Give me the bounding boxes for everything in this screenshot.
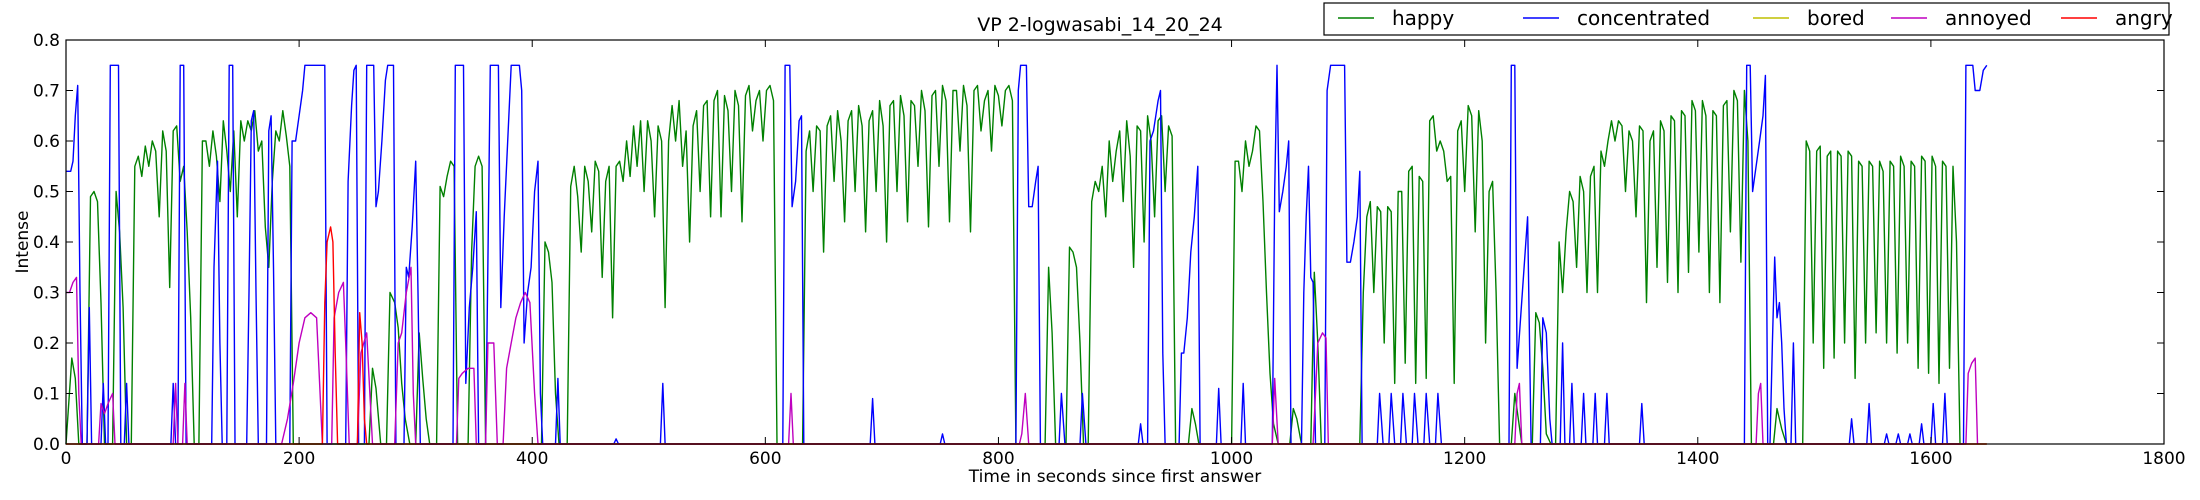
legend-label: bored <box>1807 6 1865 30</box>
legend-item-annoyed: annoyed <box>1891 6 2032 30</box>
legend-box <box>1323 2 2170 36</box>
x-tick-label: 400 <box>516 449 548 469</box>
y-tick-label: 0.6 <box>33 132 60 152</box>
legend: happy concentrated bored annoyed angry <box>1323 2 2173 36</box>
x-tick-label: 200 <box>283 449 315 469</box>
legend-label: concentrated <box>1577 6 1710 30</box>
x-tick-label: 1000 <box>1210 449 1253 469</box>
y-tick-label: 0.8 <box>33 31 60 51</box>
y-tick-label: 0.5 <box>33 183 60 203</box>
series-line-concentrated <box>66 64 1988 445</box>
y-tick-label: 0.1 <box>33 385 60 405</box>
legend-item-concentrated: concentrated <box>1523 6 1710 30</box>
x-tick-label: 1800 <box>2142 449 2185 469</box>
series-line-angry <box>66 226 1987 445</box>
plot-area-frame <box>65 39 2165 445</box>
x-tick-label: 1600 <box>1909 449 1952 469</box>
legend-label: annoyed <box>1945 6 2032 30</box>
legend-label: happy <box>1392 6 1454 30</box>
legend-label: angry <box>2115 6 2173 30</box>
x-tick-label: 0 <box>61 449 72 469</box>
series-lines <box>65 64 1988 445</box>
legend-item-happy: happy <box>1338 6 1454 30</box>
chart-title: VP 2-logwasabi_14_20_24 <box>977 14 1223 36</box>
x-tick-label: 1400 <box>1676 449 1719 469</box>
y-tick-label: 0.3 <box>33 284 60 304</box>
x-axis-label: Time in seconds since first answer <box>968 467 1261 487</box>
y-axis-ticks: 0.0 0.1 0.2 0.3 0.4 0.5 0.6 0.7 0.8 <box>33 31 2164 455</box>
x-tick-label: 1200 <box>1443 449 1486 469</box>
x-tick-label: 800 <box>982 449 1014 469</box>
y-tick-label: 0.0 <box>33 435 60 455</box>
x-axis-ticks: 0 200 400 600 800 1000 1200 1400 1600 1800 <box>61 40 2186 469</box>
legend-item-angry: angry <box>2061 6 2173 30</box>
legend-item-bored: bored <box>1753 6 1865 30</box>
y-tick-label: 0.4 <box>33 233 60 253</box>
y-axis-label: Intense <box>13 210 33 273</box>
series-line-annoyed <box>66 266 1979 445</box>
y-tick-label: 0.2 <box>33 334 60 354</box>
x-tick-label: 600 <box>749 449 781 469</box>
y-tick-label: 0.7 <box>33 82 60 102</box>
